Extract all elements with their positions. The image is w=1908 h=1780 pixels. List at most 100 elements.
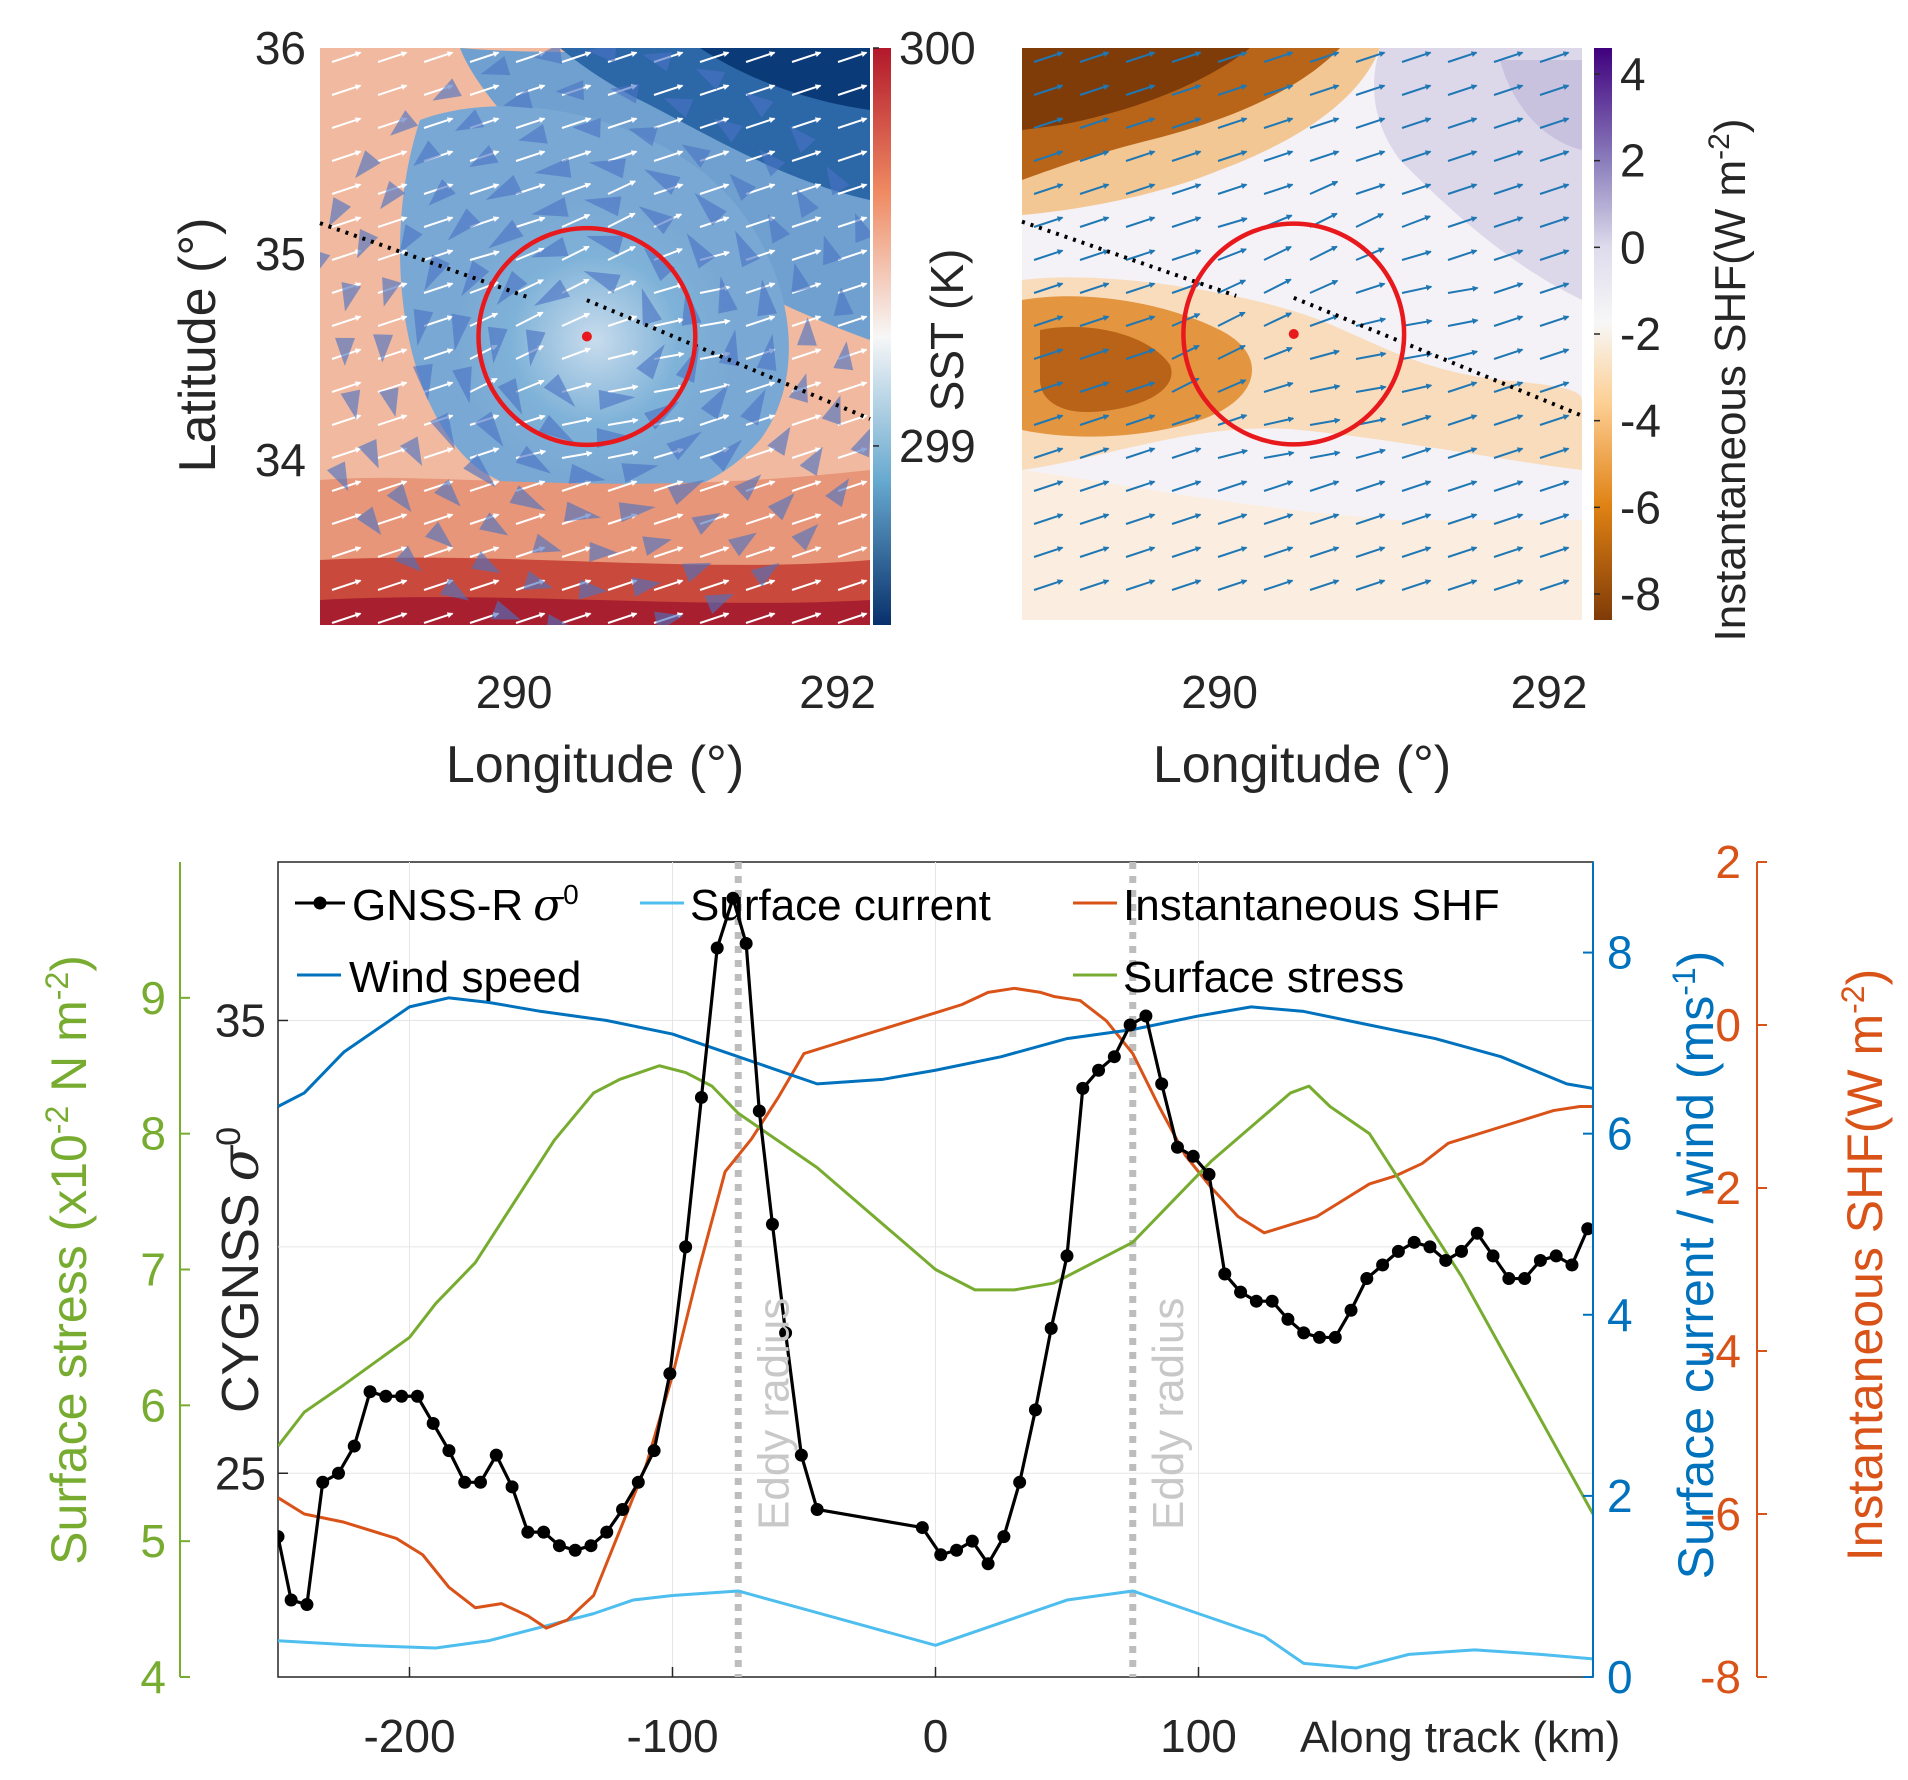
current-triangle xyxy=(789,125,816,154)
wind-vector xyxy=(1539,480,1570,492)
wind-vector xyxy=(607,117,638,129)
current-triangle xyxy=(641,287,662,326)
wind-vector xyxy=(1263,381,1294,393)
wind-vector xyxy=(1309,384,1341,393)
wind-vector xyxy=(1493,315,1524,327)
wind-vector xyxy=(1447,447,1478,459)
current-triangle xyxy=(328,197,352,227)
along-track-axis: -200 -100 0 100 xyxy=(363,1667,1237,1762)
wind-vector xyxy=(423,447,454,459)
wind-vector xyxy=(1309,546,1340,558)
current-triangle xyxy=(357,228,379,259)
gnssr-marker xyxy=(1565,1258,1579,1272)
wind-vector xyxy=(1217,84,1248,96)
wind-vector xyxy=(1493,51,1524,63)
wind-vector xyxy=(1079,84,1110,96)
wind-vector xyxy=(653,282,684,294)
gnssr-marker xyxy=(505,1480,519,1494)
wind-vector xyxy=(1171,183,1202,195)
track-segment-east xyxy=(586,298,871,421)
wind-vector xyxy=(1263,450,1295,459)
wind-vector xyxy=(1309,450,1341,459)
current-triangle xyxy=(735,230,760,268)
wind-vector xyxy=(423,315,454,327)
track-segment-east xyxy=(1293,295,1583,418)
wind-vector xyxy=(1033,282,1064,294)
gnssr-marker xyxy=(1376,1258,1390,1272)
current-triangle xyxy=(621,463,659,483)
current-triangle xyxy=(855,213,870,243)
wind-vector xyxy=(1263,84,1294,96)
legend-item-gnssr: GNSS-R σ0 xyxy=(295,879,579,931)
current-triangle xyxy=(638,206,675,235)
current-triangle xyxy=(394,545,422,572)
current-triangle xyxy=(643,169,681,195)
wind-vector xyxy=(515,513,546,525)
sst-colorbar-label: SST (K) xyxy=(921,249,973,412)
current-triangle xyxy=(636,344,665,380)
wind-vector xyxy=(1401,117,1432,129)
wind-vector xyxy=(1217,414,1248,426)
wind-vector xyxy=(653,384,685,393)
gnssr-marker xyxy=(710,941,724,955)
wind-vector xyxy=(1309,349,1340,360)
current-triangle xyxy=(631,577,662,597)
gnssr-marker xyxy=(1470,1226,1484,1240)
wind-vector xyxy=(1171,249,1202,261)
current-triangle xyxy=(767,493,795,521)
wind-tick-label: 0 xyxy=(1607,1651,1633,1703)
wind-vector xyxy=(1217,546,1248,558)
legend: GNSS-R σ0 Surface current Instantaneous S… xyxy=(295,879,1500,1002)
wind-vector xyxy=(331,183,362,195)
wind-vector xyxy=(1309,150,1340,162)
wind-vector xyxy=(331,381,362,393)
wind-vector xyxy=(1079,480,1110,492)
current-triangle xyxy=(584,196,622,217)
longitude-ticks-right: 290 292 xyxy=(1181,666,1587,718)
wind-vector xyxy=(423,612,454,624)
wind-vector xyxy=(469,546,500,558)
wind-vectors-right xyxy=(1033,51,1570,591)
shf-colorbar-label: Instantaneous SHF(W m-2) xyxy=(1703,118,1755,641)
stress-tick-label: 5 xyxy=(140,1515,166,1567)
wind-vector xyxy=(1263,278,1292,294)
current-triangle xyxy=(432,78,462,101)
current-triangle xyxy=(382,277,402,307)
current-triangle xyxy=(750,562,780,587)
wind-vector xyxy=(1033,117,1064,129)
colorbar-tick-label: -8 xyxy=(1620,568,1661,620)
gnssr-marker xyxy=(1155,1077,1169,1091)
wind-vector xyxy=(1539,216,1570,228)
current-triangle xyxy=(609,83,640,104)
wind-vector xyxy=(1493,282,1524,294)
gnssr-marker xyxy=(726,891,740,905)
gnssr-marker xyxy=(1249,1294,1263,1308)
current-triangle xyxy=(439,577,469,601)
current-triangle xyxy=(386,483,412,513)
current-triangle xyxy=(355,150,381,179)
wind-vector xyxy=(377,216,408,228)
longitude-tick-label: 290 xyxy=(476,666,553,718)
wind-vector xyxy=(1125,315,1156,327)
current-triangle xyxy=(713,118,743,143)
current-triangle xyxy=(451,313,472,351)
wind-vector xyxy=(1401,480,1432,492)
wind-vector xyxy=(1309,117,1340,129)
colorbar-tick-label: 299 xyxy=(899,420,976,472)
current-triangle xyxy=(598,389,636,410)
wind-vector xyxy=(331,513,362,525)
current-triangle xyxy=(587,48,616,63)
gnssr-marker xyxy=(379,1389,393,1403)
wind-vector xyxy=(699,480,730,492)
gnssr-marker xyxy=(1423,1240,1437,1254)
current-triangle xyxy=(643,247,676,282)
current-triangle xyxy=(356,506,382,535)
current-triangle xyxy=(399,436,423,466)
track-segment-west xyxy=(1021,219,1237,298)
current-triangle xyxy=(791,523,819,551)
wind-vector xyxy=(331,447,362,459)
wind-vector xyxy=(791,447,822,459)
wind-vector xyxy=(1493,381,1524,393)
wind-vector xyxy=(745,579,776,591)
gnssr-marker xyxy=(1265,1294,1279,1308)
